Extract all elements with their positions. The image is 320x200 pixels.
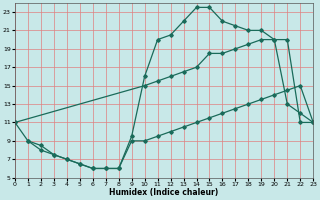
X-axis label: Humidex (Indice chaleur): Humidex (Indice chaleur): [109, 188, 219, 197]
